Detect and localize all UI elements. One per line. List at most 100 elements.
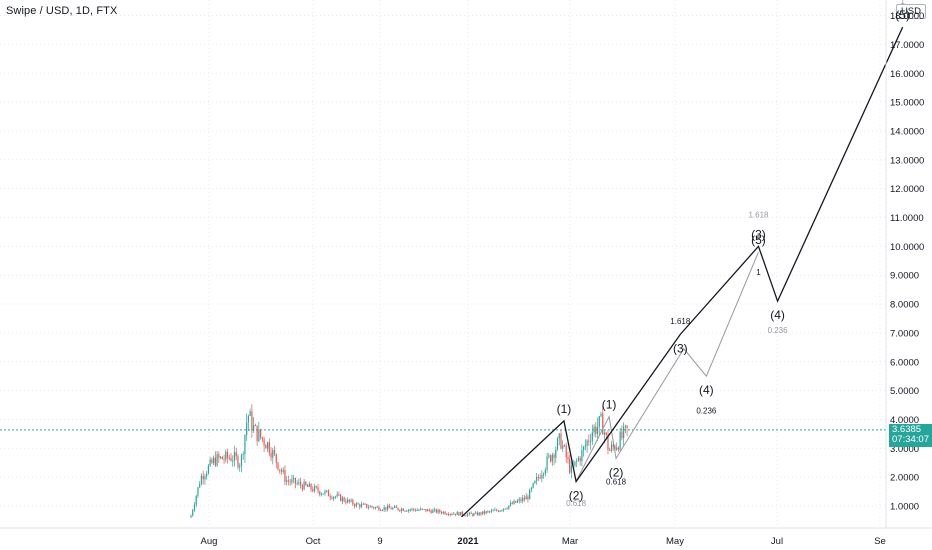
candle-body <box>544 469 546 474</box>
candle-body <box>310 483 312 490</box>
candle-body <box>494 509 496 511</box>
candle-body <box>563 445 566 447</box>
candle-body <box>421 508 424 510</box>
candle-body <box>279 469 281 471</box>
candle-body <box>453 513 455 515</box>
wave-count-alt <box>575 251 759 482</box>
candle-body <box>235 452 237 457</box>
candle-body <box>315 486 317 488</box>
current-price-tag: 3.6385 07:34:07 <box>889 423 932 447</box>
candle-body <box>282 470 284 472</box>
fib-ratio-label: 1.618 <box>670 317 691 326</box>
x-tick-label: Aug <box>201 536 218 547</box>
candle-body <box>345 501 347 503</box>
candle-body <box>423 509 425 511</box>
candle-body <box>213 457 215 463</box>
y-tick-label: 9.0000 <box>890 271 919 282</box>
wave-label: (1) <box>602 398 617 412</box>
candle-body <box>360 504 363 508</box>
candle-body <box>529 489 531 500</box>
x-axis: Aug Oct 9 2021 Mar May Jul Se <box>0 527 932 547</box>
candle-body <box>416 509 418 511</box>
candle-body <box>195 495 197 505</box>
candle-body <box>427 509 429 512</box>
candle-body <box>451 513 453 515</box>
candle-body <box>593 426 595 433</box>
x-tick-label: Se <box>874 536 886 547</box>
candle-body <box>239 465 241 468</box>
candle-body <box>371 506 373 508</box>
candle-body <box>456 512 458 515</box>
currency-button[interactable]: USD <box>895 4 926 19</box>
candle-body <box>350 500 352 502</box>
candle-body <box>492 510 494 512</box>
candle-body <box>200 475 203 485</box>
fib-ratio-label: 1.618 <box>748 211 769 220</box>
candle-body <box>623 426 625 438</box>
candle-body <box>312 489 314 492</box>
candle-body <box>366 503 368 508</box>
candle-body <box>246 422 248 435</box>
candle-body <box>352 500 354 505</box>
candle-body <box>240 455 243 466</box>
candle-body <box>197 487 199 496</box>
candle-body <box>558 433 560 439</box>
candle-body <box>193 504 196 510</box>
candle-body <box>576 460 578 462</box>
candle-body <box>567 457 569 460</box>
candle-body <box>291 479 293 483</box>
candle-body <box>560 433 562 449</box>
wave-label: (1) <box>557 402 572 416</box>
candle-body <box>458 512 460 516</box>
candle-body <box>347 499 349 503</box>
candle-body <box>218 454 220 458</box>
candle-body <box>392 507 394 510</box>
y-tick-label: 16.0000 <box>890 69 924 80</box>
candle-body <box>621 431 623 438</box>
candle-body <box>277 462 279 470</box>
candle-body <box>501 510 503 512</box>
candle-body <box>390 507 392 510</box>
candle-body <box>463 514 465 516</box>
candle-body <box>555 449 557 458</box>
wave-label: (5) <box>895 8 910 22</box>
candle-body <box>616 447 618 450</box>
candle-body <box>233 452 236 461</box>
y-tick-label: 7.0000 <box>890 328 919 339</box>
candle-body <box>516 500 519 503</box>
candle-body <box>341 497 343 502</box>
candle-body <box>591 432 593 441</box>
candle-body <box>376 506 378 508</box>
candle-body <box>253 425 255 431</box>
candle-body <box>355 503 357 507</box>
wave-label: (3) <box>673 341 688 355</box>
x-tick-label: May <box>666 536 684 547</box>
y-tick-label: 12.0000 <box>890 184 924 195</box>
candle-body <box>574 461 576 466</box>
y-tick-label: 5.0000 <box>890 386 919 397</box>
candle-body <box>364 503 366 505</box>
candle-body <box>409 509 411 511</box>
candle-body <box>373 507 375 509</box>
candle-body <box>261 437 263 440</box>
candle-body <box>485 511 487 514</box>
candle-body <box>407 509 410 512</box>
candle-body <box>532 483 534 488</box>
candle-body <box>439 509 441 513</box>
bar-countdown: 07:34:07 <box>892 434 929 446</box>
candle-body <box>301 485 303 490</box>
x-tick-label: Jul <box>771 536 783 547</box>
candle-body <box>206 473 208 477</box>
candle-body <box>303 481 305 490</box>
candle-body <box>565 445 567 458</box>
candle-body <box>515 500 517 503</box>
candle-body <box>275 454 277 463</box>
candle-body <box>570 465 573 473</box>
candle-body <box>626 425 628 428</box>
candle-body <box>470 512 472 514</box>
candle-body <box>402 508 404 511</box>
candle-body <box>381 509 383 511</box>
candle-body <box>489 511 491 513</box>
candle-body <box>546 456 548 470</box>
